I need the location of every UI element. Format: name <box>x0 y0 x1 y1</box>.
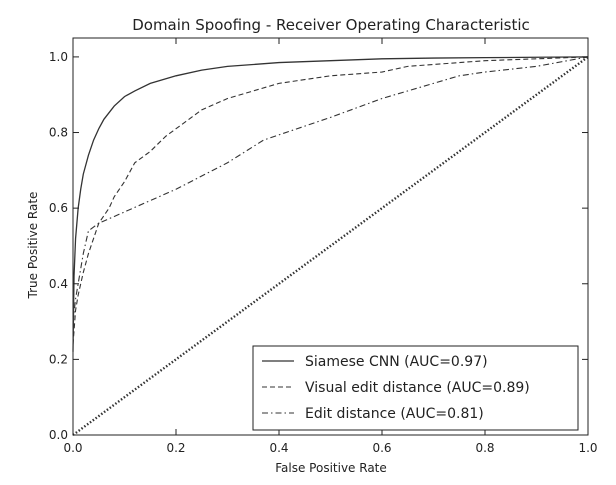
legend: Siamese CNN (AUC=0.97) Visual edit distan… <box>252 345 579 431</box>
x-tick-label: 0.4 <box>269 441 288 455</box>
x-tick-label: 0.0 <box>63 441 82 455</box>
series-chance-diagonal <box>72 55 589 436</box>
x-tick-label: 1.0 <box>578 441 597 455</box>
series-edit-distance <box>72 56 589 322</box>
y-tick-label: 0.2 <box>49 352 68 366</box>
series-visual-edit-distance <box>72 56 589 345</box>
x-tick-label: 0.8 <box>475 441 494 455</box>
y-tick-label: 0.8 <box>49 126 68 140</box>
y-tick-label: 0.0 <box>49 428 68 442</box>
series-siamese-cnn <box>72 56 589 352</box>
legend-box <box>252 345 579 431</box>
y-tick-label: 0.6 <box>49 201 68 215</box>
ticks-layer: 0.0 0.2 0.4 0.6 0.8 1.0 0.0 0.2 0.4 0.6 0.8 1.0 <box>49 38 598 455</box>
y-tick-label: 1.0 <box>49 50 68 64</box>
legend-entry: Siamese CNN (AUC=0.97) <box>305 354 488 370</box>
series-layer <box>72 55 589 436</box>
chart-title: Domain Spoofing - Receiver Operating Cha… <box>132 16 530 34</box>
x-tick-label: 0.2 <box>166 441 185 455</box>
plot-frame <box>72 37 589 436</box>
x-tick-label: 0.6 <box>372 441 391 455</box>
y-axis-label: True Positive Rate <box>26 192 40 300</box>
y-tick-label: 0.4 <box>49 277 68 291</box>
plot-area <box>72 37 589 436</box>
x-axis-label: False Positive Rate <box>275 461 387 475</box>
legend-entry: Visual edit distance (AUC=0.89) <box>305 380 530 396</box>
legend-entry: Edit distance (AUC=0.81) <box>305 406 484 422</box>
